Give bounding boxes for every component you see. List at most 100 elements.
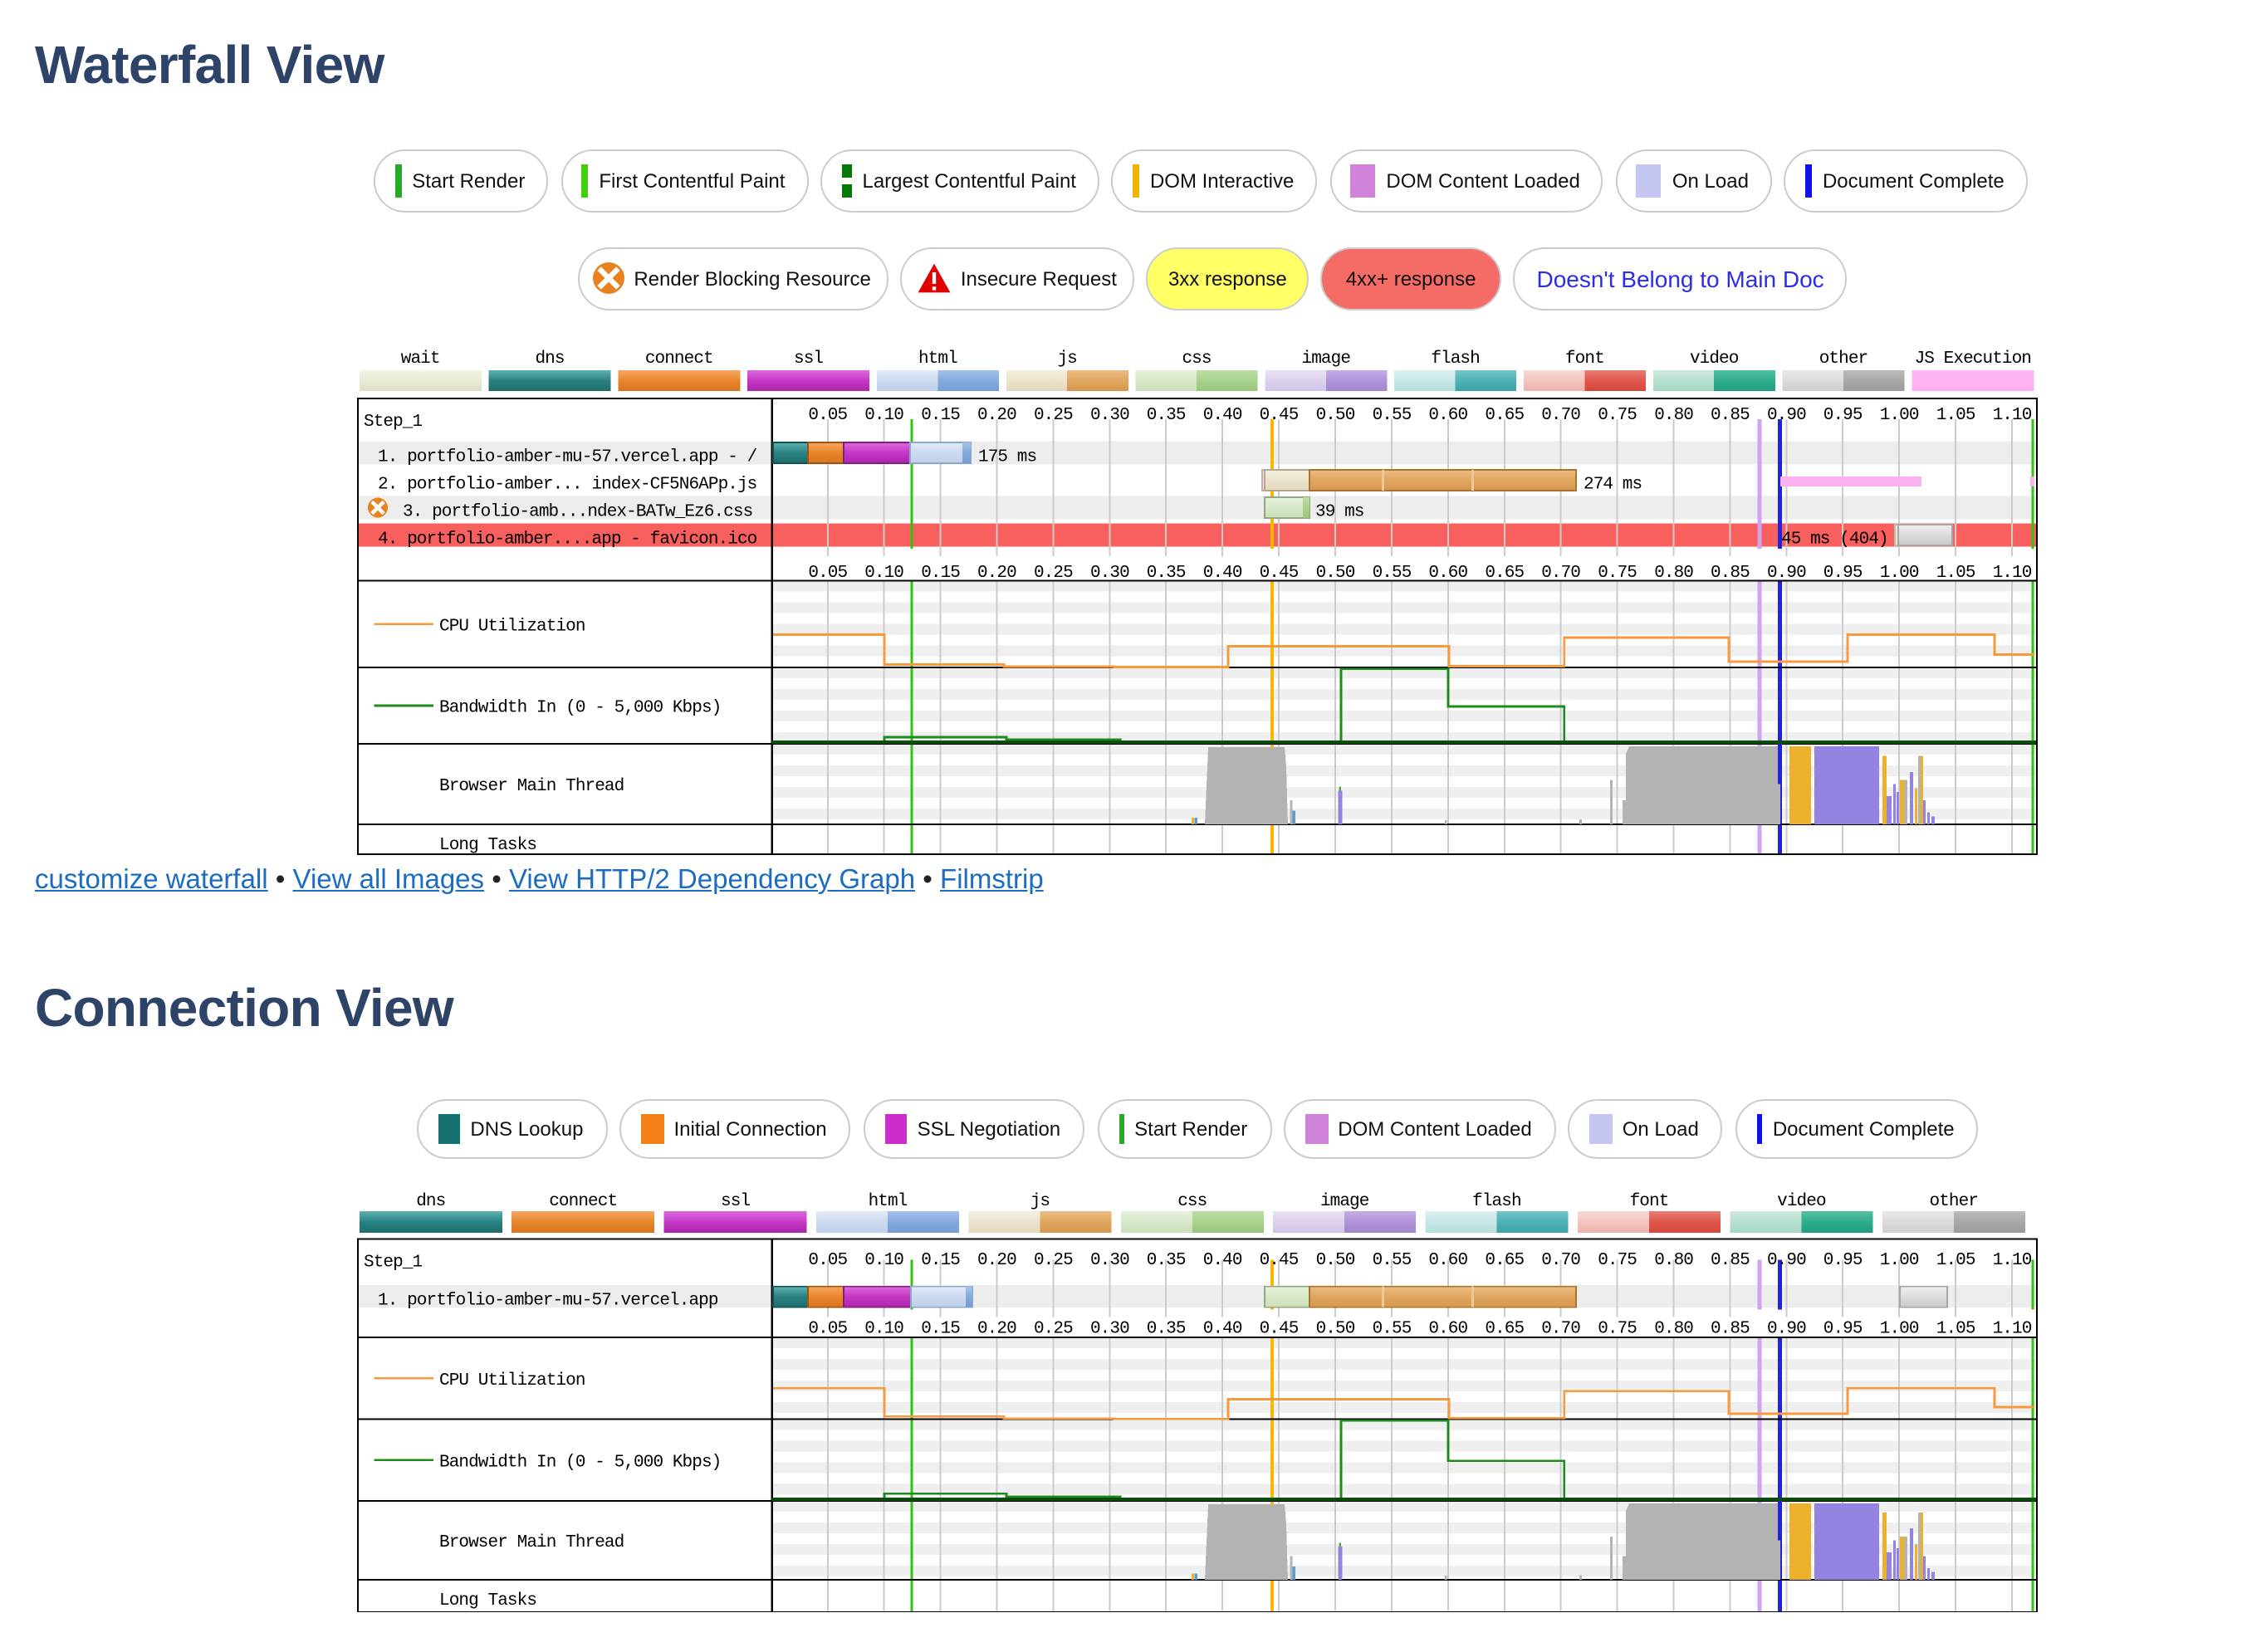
svg-text:0.60: 0.60 (1428, 564, 1467, 583)
svg-text:0.30: 0.30 (1090, 564, 1129, 583)
svg-text:0.15: 0.15 (921, 564, 960, 583)
svg-text:1.05: 1.05 (1936, 1251, 1975, 1270)
svg-text:0.85: 0.85 (1711, 1319, 1750, 1338)
svg-text:0.25: 0.25 (1034, 406, 1073, 425)
svg-text:css: css (1182, 349, 1211, 369)
svg-text:0.85: 0.85 (1711, 1251, 1750, 1270)
svg-text:0.15: 0.15 (921, 406, 960, 425)
svg-text:4. portfolio-amber....app - fa: 4. portfolio-amber....app - favicon.ico (378, 530, 757, 550)
svg-text:1. portfolio-amber-mu-57.verce: 1. portfolio-amber-mu-57.vercel.app - / (378, 448, 757, 467)
svg-text:0.90: 0.90 (1767, 406, 1806, 425)
svg-text:1.05: 1.05 (1936, 564, 1975, 583)
svg-text:0.70: 0.70 (1541, 1319, 1580, 1338)
svg-text:image: image (1320, 1192, 1369, 1211)
svg-text:other: other (1930, 1192, 1979, 1211)
svg-text:Long Tasks: Long Tasks (439, 836, 536, 855)
svg-text:0.20: 0.20 (977, 1319, 1016, 1338)
svg-text:Step_1: Step_1 (364, 1254, 423, 1273)
svg-text:Step_1: Step_1 (364, 413, 423, 432)
svg-text:ssl: ssl (721, 1192, 750, 1211)
svg-text:0.40: 0.40 (1203, 1319, 1242, 1338)
svg-text:html: html (918, 349, 957, 369)
svg-text:0.95: 0.95 (1823, 1319, 1863, 1338)
svg-text:1.10: 1.10 (1993, 564, 2032, 583)
svg-text:0.70: 0.70 (1541, 1251, 1580, 1270)
svg-text:0.95: 0.95 (1823, 406, 1863, 425)
svg-text:connect: connect (645, 349, 713, 369)
svg-text:font: font (1565, 349, 1604, 369)
svg-text:0.30: 0.30 (1090, 1251, 1129, 1270)
svg-text:3. portfolio-amb...ndex-BATw_E: 3. portfolio-amb...ndex-BATw_Ez6.css (403, 503, 752, 522)
svg-text:Browser Main Thread: Browser Main Thread (439, 1533, 624, 1552)
svg-text:0.40: 0.40 (1203, 564, 1242, 583)
svg-text:0.95: 0.95 (1823, 564, 1863, 583)
svg-text:0.30: 0.30 (1090, 406, 1129, 425)
svg-text:0.45: 0.45 (1260, 1319, 1299, 1338)
svg-text:39 ms: 39 ms (1315, 503, 1364, 522)
svg-text:1.00: 1.00 (1880, 406, 1919, 425)
svg-text:connect: connect (549, 1192, 617, 1211)
svg-text:1.10: 1.10 (1993, 1319, 2032, 1338)
svg-text:0.10: 0.10 (864, 1319, 903, 1338)
svg-text:0.85: 0.85 (1711, 564, 1750, 583)
svg-text:Bandwidth In (0 - 5,000 Kbps): Bandwidth In (0 - 5,000 Kbps) (439, 699, 721, 718)
svg-text:0.55: 0.55 (1373, 406, 1412, 425)
svg-text:0.25: 0.25 (1034, 1319, 1073, 1338)
svg-text:flash: flash (1431, 349, 1480, 369)
svg-text:Browser Main Thread: Browser Main Thread (439, 777, 624, 796)
svg-text:45 ms (404): 45 ms (404) (1781, 530, 1888, 550)
svg-text:0.05: 0.05 (808, 1251, 847, 1270)
svg-text:0.25: 0.25 (1034, 1251, 1073, 1270)
svg-text:video: video (1690, 349, 1739, 369)
svg-text:0.60: 0.60 (1428, 406, 1467, 425)
svg-text:0.80: 0.80 (1654, 564, 1693, 583)
svg-text:0.80: 0.80 (1654, 1251, 1693, 1270)
svg-text:0.65: 0.65 (1485, 564, 1524, 583)
svg-text:0.25: 0.25 (1034, 564, 1073, 583)
svg-text:0.35: 0.35 (1147, 564, 1186, 583)
svg-text:video: video (1777, 1192, 1826, 1211)
svg-text:0.35: 0.35 (1147, 406, 1186, 425)
svg-text:0.70: 0.70 (1541, 564, 1580, 583)
svg-text:1.05: 1.05 (1936, 406, 1975, 425)
svg-text:1. portfolio-amber-mu-57.verce: 1. portfolio-amber-mu-57.vercel.app (378, 1292, 718, 1311)
svg-text:0.75: 0.75 (1598, 1319, 1637, 1338)
svg-text:274 ms: 274 ms (1584, 476, 1642, 495)
svg-text:0.50: 0.50 (1316, 1251, 1355, 1270)
svg-text:0.50: 0.50 (1316, 406, 1355, 425)
svg-text:0.75: 0.75 (1598, 406, 1637, 425)
svg-text:0.50: 0.50 (1316, 1319, 1355, 1338)
svg-text:0.10: 0.10 (864, 406, 903, 425)
svg-text:0.15: 0.15 (921, 1319, 960, 1338)
svg-text:image: image (1302, 349, 1351, 369)
svg-text:0.80: 0.80 (1654, 1319, 1693, 1338)
svg-text:0.90: 0.90 (1767, 1251, 1806, 1270)
svg-text:0.90: 0.90 (1767, 1319, 1806, 1338)
svg-text:0.70: 0.70 (1541, 406, 1580, 425)
svg-text:1.05: 1.05 (1936, 1319, 1975, 1338)
svg-text:2. portfolio-amber... index-C: 2. portfolio-amber... index-CF5N6APp.js (378, 476, 756, 495)
svg-text:0.50: 0.50 (1316, 564, 1355, 583)
svg-text:css: css (1177, 1192, 1207, 1211)
svg-text:0.55: 0.55 (1373, 1251, 1412, 1270)
svg-text:html: html (869, 1192, 908, 1211)
svg-text:0.40: 0.40 (1203, 406, 1242, 425)
svg-text:0.85: 0.85 (1711, 406, 1750, 425)
svg-text:0.60: 0.60 (1428, 1251, 1467, 1270)
svg-text:175 ms: 175 ms (978, 448, 1036, 467)
svg-text:1.00: 1.00 (1880, 564, 1919, 583)
svg-text:0.05: 0.05 (808, 1319, 847, 1338)
svg-text:Long Tasks: Long Tasks (439, 1591, 536, 1610)
svg-text:0.65: 0.65 (1485, 1319, 1524, 1338)
svg-text:0.05: 0.05 (808, 406, 847, 425)
svg-text:dns: dns (535, 349, 564, 369)
svg-text:ssl: ssl (794, 349, 823, 369)
svg-text:0.75: 0.75 (1598, 1251, 1637, 1270)
svg-text:Bandwidth In (0 - 5,000 Kbps): Bandwidth In (0 - 5,000 Kbps) (439, 1453, 721, 1472)
svg-text:0.20: 0.20 (977, 1251, 1016, 1270)
svg-text:0.20: 0.20 (977, 564, 1016, 583)
svg-text:0.35: 0.35 (1147, 1251, 1186, 1270)
svg-text:0.55: 0.55 (1373, 564, 1412, 583)
svg-text:js: js (1030, 1192, 1050, 1211)
svg-text:CPU Utilization: CPU Utilization (439, 1371, 585, 1391)
